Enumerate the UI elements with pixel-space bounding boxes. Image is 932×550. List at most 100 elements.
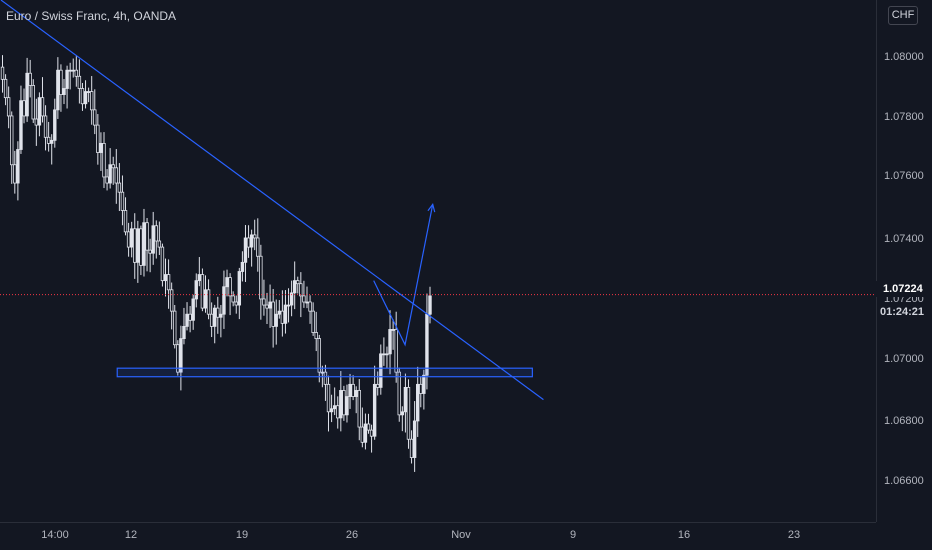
candle-body-up	[372, 383, 377, 437]
candle-body-down	[22, 100, 26, 117]
currency-selector[interactable]: CHF	[888, 6, 918, 25]
candle-body-up	[363, 423, 368, 443]
candle	[25, 57, 29, 122]
candle-body-down	[154, 225, 158, 242]
candle-body-down	[59, 69, 63, 95]
candle	[197, 257, 202, 287]
candle	[219, 304, 223, 338]
candle-body-down	[188, 313, 192, 321]
candle	[133, 213, 137, 279]
candle	[136, 220, 140, 283]
candle-body-up	[71, 69, 75, 72]
candle-body-up	[237, 271, 242, 306]
candle-body-down	[145, 222, 149, 251]
candle	[253, 219, 257, 251]
candle-body-up	[142, 222, 146, 266]
candle-body-up	[99, 142, 103, 153]
support-zone-rectangle[interactable]	[116, 367, 533, 378]
candle-body-down	[246, 237, 251, 248]
candle	[74, 56, 79, 87]
candle	[271, 288, 275, 348]
candle	[28, 59, 32, 98]
candle-body-up	[108, 164, 112, 184]
candle	[176, 340, 180, 376]
candle-body-down	[419, 383, 423, 394]
candle-body-down	[369, 429, 374, 437]
projection-path[interactable]	[373, 204, 434, 347]
candle-body-down	[299, 283, 303, 297]
candle-body-down	[256, 237, 260, 257]
candle	[163, 258, 168, 297]
candle	[400, 406, 405, 432]
candle	[314, 311, 318, 352]
candle	[19, 85, 23, 154]
candle-body-down	[317, 338, 321, 373]
price-axis[interactable]: 1.08000 1.07800 1.07600 1.07400 1.07200 …	[876, 0, 932, 522]
candle	[265, 292, 269, 325]
time-tick: 14:00	[41, 529, 69, 541]
candle-body-down	[123, 210, 128, 233]
candle	[160, 243, 165, 287]
price-tick: 1.06600	[884, 475, 924, 487]
candle	[394, 311, 398, 383]
candle	[222, 270, 226, 329]
descending-trendline[interactable]	[0, 0, 544, 401]
candle	[46, 121, 51, 152]
candle	[56, 57, 60, 119]
candle	[277, 300, 282, 319]
candle-body-down	[314, 332, 318, 339]
candle	[363, 413, 368, 450]
time-tick: 9	[569, 529, 577, 541]
candle-body-down	[31, 85, 35, 120]
candle	[194, 273, 198, 308]
candle-body-up	[219, 313, 223, 318]
time-axis[interactable]: 14:00 12 19 26 Nov 9 16 23	[0, 522, 876, 550]
candle	[243, 225, 248, 282]
candle	[169, 282, 174, 330]
candle-body-up	[400, 411, 405, 416]
candle	[102, 132, 106, 189]
candle	[379, 344, 383, 395]
time-tick: 26	[345, 529, 359, 541]
candle	[280, 290, 285, 337]
candle	[357, 379, 361, 441]
candle-body-down	[40, 97, 45, 117]
candle-body-down	[3, 78, 8, 99]
candle	[53, 98, 57, 148]
candle	[296, 276, 300, 294]
candle-body-down	[366, 423, 371, 431]
candle	[206, 279, 211, 320]
candle-body-down	[308, 301, 312, 312]
candle-body-up	[339, 390, 343, 419]
candle	[108, 148, 112, 189]
candle-body-up	[179, 338, 183, 373]
candle-body-down	[228, 277, 232, 297]
candle	[366, 413, 371, 434]
candle	[339, 371, 343, 432]
candle-body-up	[385, 353, 389, 356]
candle	[123, 197, 128, 236]
candle-body-down	[342, 390, 346, 416]
candle-body-up	[129, 228, 134, 248]
candle	[388, 310, 392, 375]
candle-body-up	[25, 72, 29, 117]
candle-body-up	[412, 420, 417, 458]
candle-body-up	[240, 261, 245, 272]
candle	[151, 211, 155, 265]
candle-body-down	[206, 289, 211, 315]
candle-body-up	[391, 329, 395, 331]
candle	[182, 307, 186, 345]
candle-body-up	[197, 274, 202, 282]
candle-body-down	[406, 386, 411, 440]
candle-body-up	[136, 228, 140, 263]
candle-body-down	[77, 75, 82, 89]
candle	[403, 373, 408, 433]
candle	[228, 273, 232, 316]
candle	[80, 82, 85, 111]
price-tick: 1.07000	[884, 353, 924, 365]
candle	[216, 296, 220, 334]
candle-body-up	[425, 313, 429, 376]
candles-layer	[0, 55, 432, 472]
drawings-layer[interactable]	[0, 0, 544, 401]
